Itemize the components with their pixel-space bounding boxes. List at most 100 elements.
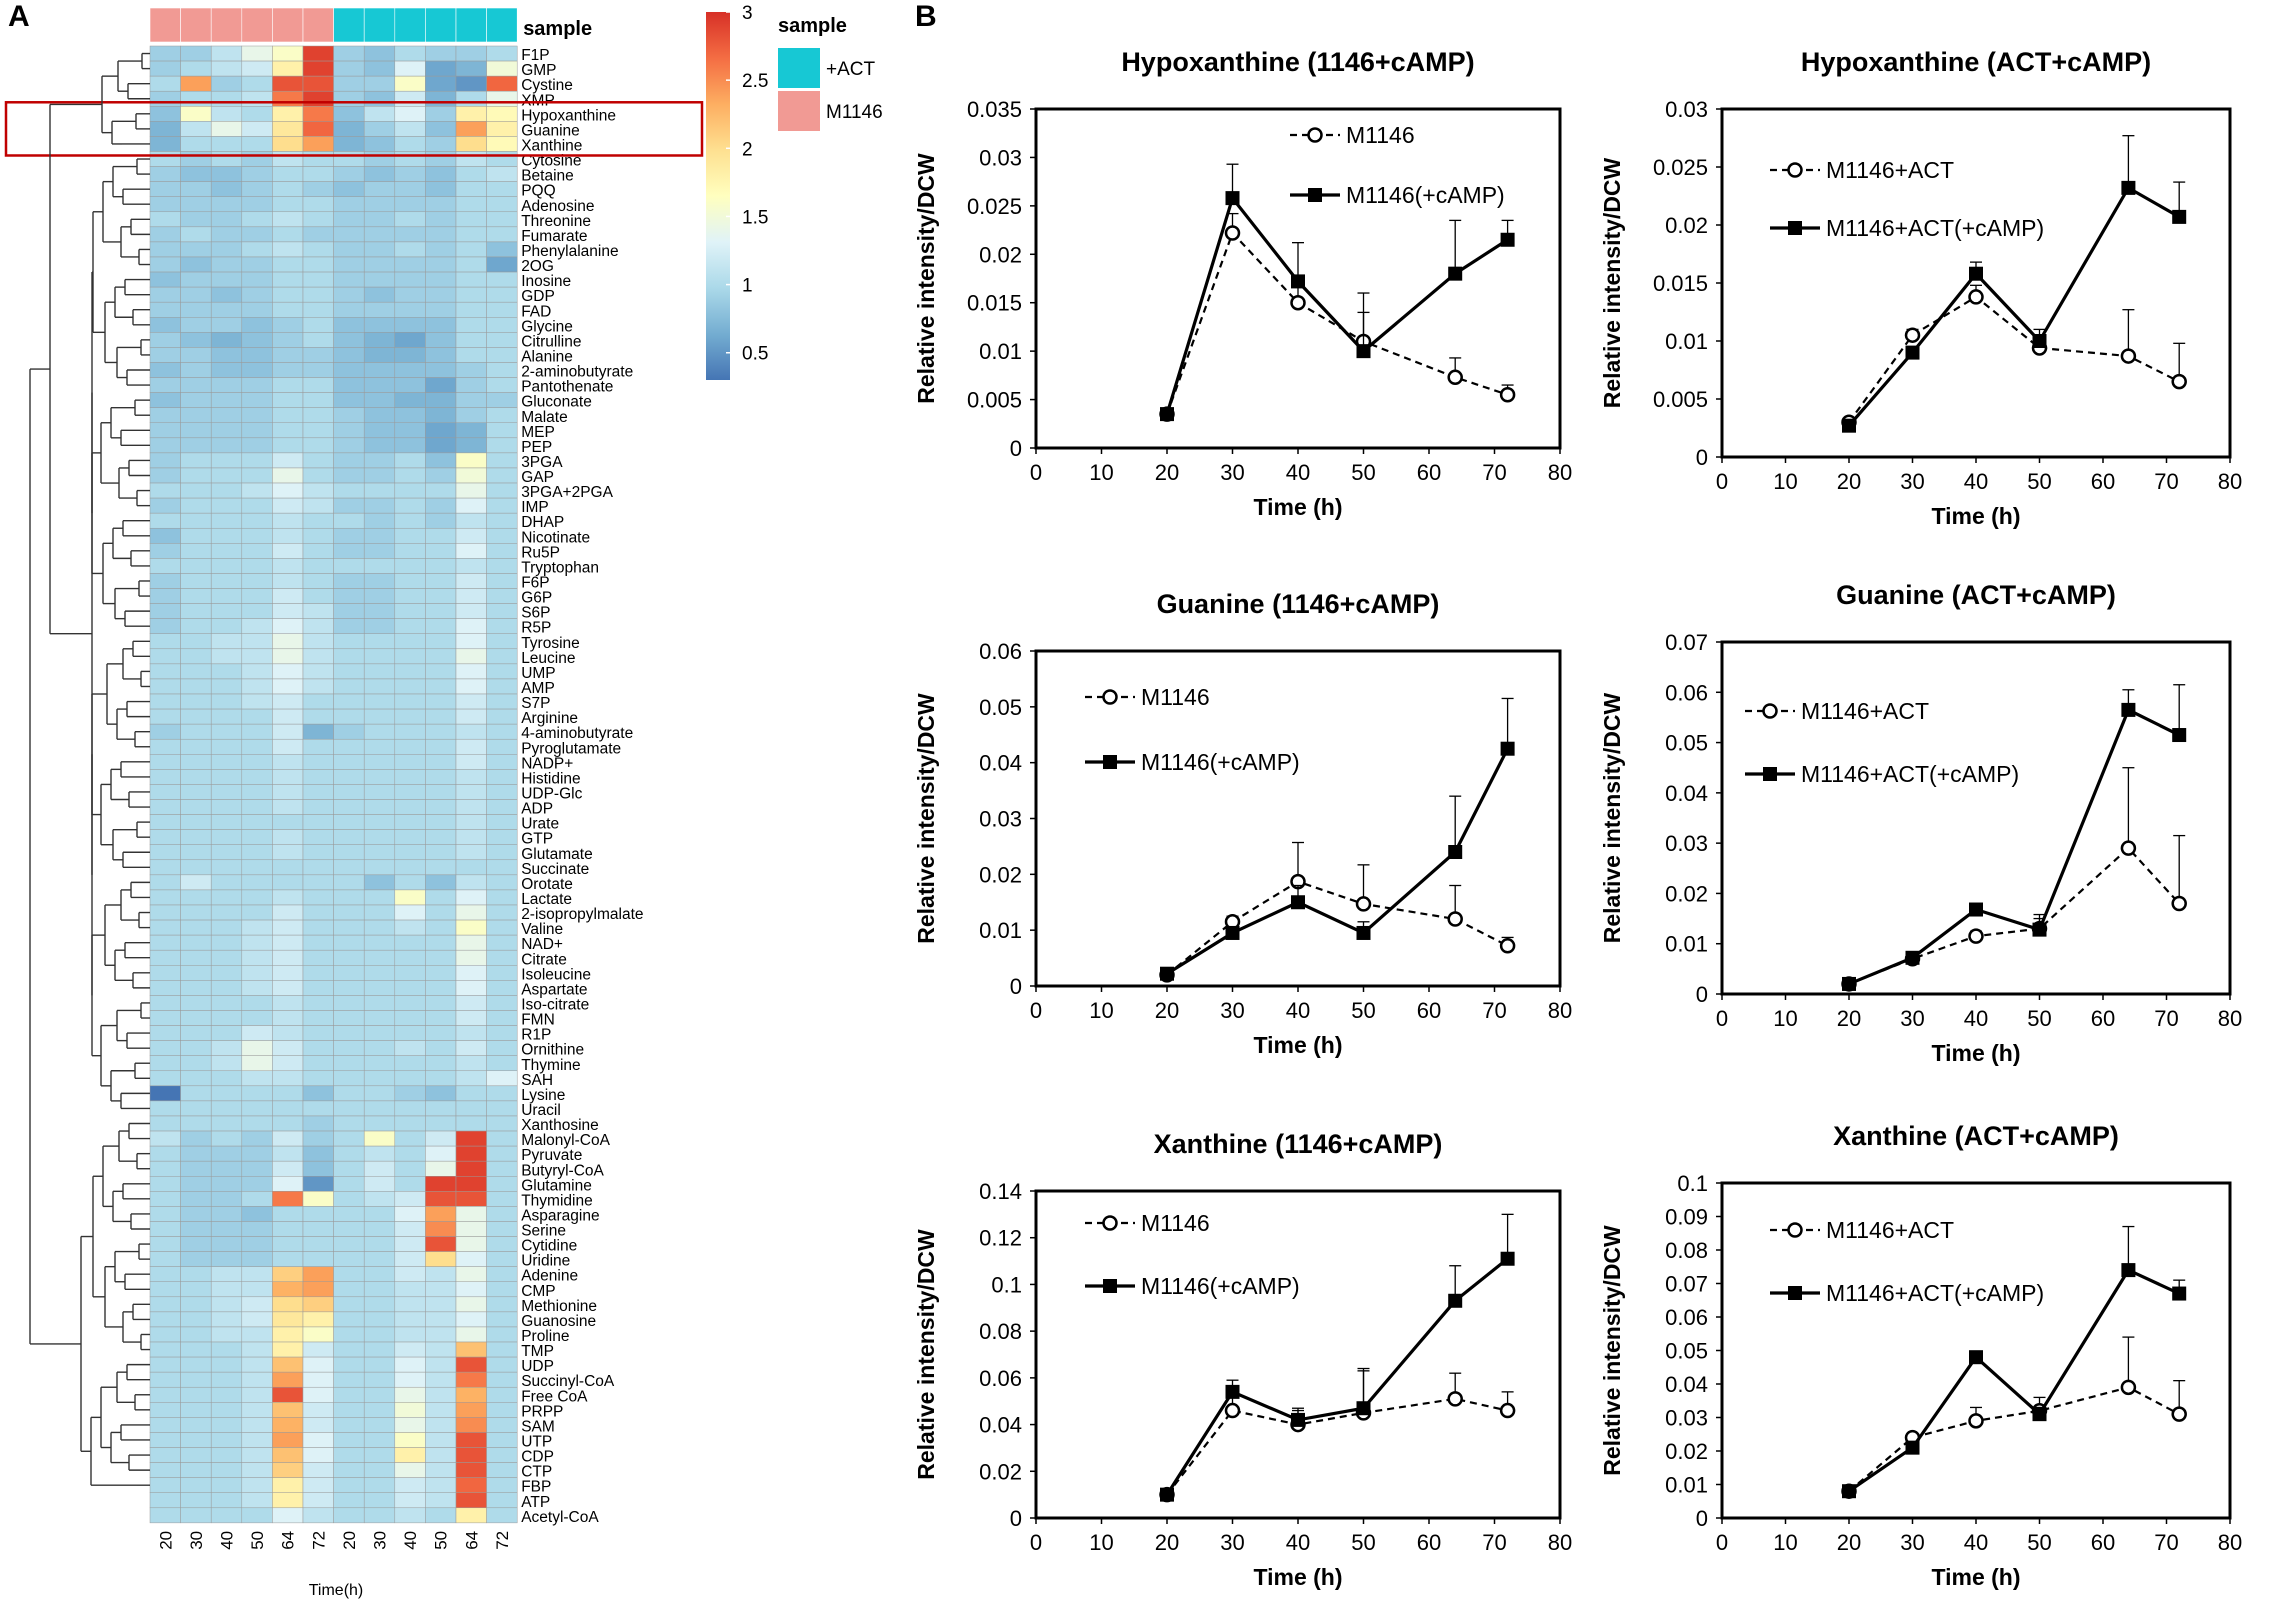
legend-label: M1146+ACT bbox=[1826, 157, 1954, 183]
x-tick-label: 30 bbox=[1900, 1530, 1924, 1555]
data-point bbox=[1905, 1440, 1920, 1455]
x-tick-label: 50 bbox=[2027, 1530, 2051, 1555]
y-tick-label: 0.03 bbox=[979, 807, 1022, 832]
heatmap-row-label: Inosine bbox=[521, 273, 571, 290]
x-tick-label: 50 bbox=[1351, 460, 1375, 485]
series-line bbox=[1848, 1386, 2180, 1493]
y-axis-label: Relative intensity/DCW bbox=[913, 693, 939, 944]
y-tick-label: 0.005 bbox=[1653, 387, 1708, 412]
heatmap-row-label: 2-aminobutyrate bbox=[521, 364, 633, 381]
x-tick-label: 10 bbox=[1773, 1006, 1797, 1031]
heatmap-row-label: Betaine bbox=[521, 168, 574, 185]
sample-annotation-cell bbox=[455, 7, 487, 43]
chart-title: Hypoxanthine (ACT+cAMP) bbox=[1801, 47, 2151, 77]
x-tick-label: 80 bbox=[2218, 469, 2242, 494]
data-point bbox=[1904, 327, 1921, 343]
x-tick-label: 30 bbox=[1220, 998, 1244, 1023]
heatmap-row-label: FAD bbox=[521, 303, 551, 320]
sample-annotation-cell bbox=[241, 7, 273, 43]
heatmap: sample F1PGMPCystineXMPHypoxanthineGuanin… bbox=[4, 3, 883, 1599]
legend-marker bbox=[1103, 1279, 1117, 1293]
legend-label: M1146(+cAMP) bbox=[1141, 749, 1300, 775]
x-tick-label: 30 bbox=[1900, 469, 1924, 494]
data-point bbox=[1448, 1293, 1463, 1308]
legend-marker bbox=[1102, 1215, 1118, 1231]
x-tick-label: 60 bbox=[2091, 1006, 2115, 1031]
heatmap-row-label: Fumarate bbox=[521, 228, 587, 245]
x-tick-label: 60 bbox=[1417, 998, 1441, 1023]
heatmap-row-label: Guanine bbox=[521, 122, 580, 139]
data-point bbox=[2120, 1379, 2137, 1396]
y-tick-label: 0.1 bbox=[991, 1272, 1022, 1297]
data-point bbox=[2171, 373, 2187, 390]
y-tick-label: 0.01 bbox=[979, 339, 1022, 364]
x-tick-label: 60 bbox=[1417, 460, 1441, 485]
y-tick-label: 0.06 bbox=[979, 1366, 1022, 1391]
heatmap-row-label: Phenylalanine bbox=[521, 243, 618, 260]
y-tick-label: 0.14 bbox=[979, 1179, 1022, 1204]
data-point bbox=[2120, 840, 2137, 856]
data-point bbox=[1499, 1402, 1516, 1419]
legend-label: M1146+ACT bbox=[1801, 698, 1929, 724]
sample-annotation-cell bbox=[149, 7, 181, 43]
x-tick-label: 0 bbox=[1716, 1006, 1728, 1031]
data-point bbox=[1224, 1402, 1241, 1419]
x-tick-label: 70 bbox=[1482, 998, 1506, 1023]
x-axis-label: Time (h) bbox=[1931, 503, 2020, 529]
x-tick-label: 40 bbox=[1964, 1530, 1988, 1555]
x-tick-label: 20 bbox=[1837, 1530, 1861, 1555]
x-tick-label: 80 bbox=[2218, 1530, 2242, 1555]
sample-annotation-cell bbox=[302, 7, 334, 43]
y-tick-label: 0.025 bbox=[1653, 155, 1708, 180]
heatmap-row-label: Alanine bbox=[521, 348, 573, 365]
y-tick-label: 0.01 bbox=[979, 918, 1022, 943]
x-tick-label: 40 bbox=[1286, 998, 1310, 1023]
legend-label: M1146(+cAMP) bbox=[1346, 182, 1505, 208]
x-tick-label: 80 bbox=[2218, 1006, 2242, 1031]
x-tick-label: 50 bbox=[1351, 1530, 1375, 1555]
x-tick-label: 80 bbox=[1548, 1530, 1572, 1555]
line-chart-3: Guanine (1146+cAMP) 0 10 20 30 40 50 60 70 80 0 0.0… bbox=[913, 589, 1572, 1058]
data-point bbox=[1969, 902, 1983, 917]
series-line bbox=[1166, 747, 1510, 976]
line-chart-1: Hypoxanthine (1146+cAMP) 0 10 20 30 40 50 60 70 8… bbox=[913, 47, 1572, 520]
data-point bbox=[1356, 344, 1371, 359]
chart-title: Hypoxanthine (1146+cAMP) bbox=[1121, 47, 1474, 77]
data-point bbox=[1448, 845, 1463, 859]
x-tick-label: 50 bbox=[2027, 1006, 2051, 1031]
y-tick-label: 0 bbox=[1696, 1506, 1708, 1531]
y-tick-label: 0.07 bbox=[1665, 630, 1708, 655]
y-tick-label: 0.1 bbox=[1677, 1171, 1708, 1196]
legend-marker bbox=[1787, 162, 1803, 178]
data-point bbox=[1905, 950, 1920, 965]
data-point bbox=[1968, 928, 1984, 944]
heatmap-row-label: PQQ bbox=[521, 183, 555, 200]
heatmap-row-label: Adenosine bbox=[521, 198, 594, 215]
line-chart-4: Guanine (ACT+cAMP) 0 10 20 30 40 50 60 70 80 0 0.01… bbox=[1599, 580, 2242, 1066]
y-tick-label: 0 bbox=[1010, 436, 1022, 461]
legend-marker bbox=[1788, 1286, 1802, 1300]
y-tick-label: 0.04 bbox=[979, 1413, 1022, 1438]
x-axis-label: Time (h) bbox=[1931, 1564, 2020, 1590]
panel-b-label: B bbox=[915, 0, 937, 33]
y-tick-label: 0.04 bbox=[1665, 1372, 1708, 1397]
y-tick-label: 0.08 bbox=[1665, 1238, 1708, 1263]
line-chart-5: Xanthine (1146+cAMP) 0 10 20 30 40 50 60 70 80 0 0.… bbox=[913, 1129, 1572, 1590]
heatmap-row-label: Xanthine bbox=[521, 137, 582, 154]
y-axis-label: Relative intensity/DCW bbox=[1599, 1225, 1625, 1476]
x-tick-label: 10 bbox=[1773, 469, 1797, 494]
x-tick-label: 70 bbox=[2154, 469, 2178, 494]
legend-label: M1146 bbox=[1346, 122, 1415, 148]
legend-label: M1146 bbox=[1141, 684, 1210, 710]
data-point bbox=[1160, 1487, 1174, 1502]
x-tick-label: 30 bbox=[1220, 1530, 1244, 1555]
x-tick-label: 30 bbox=[1220, 460, 1244, 485]
x-tick-label: 10 bbox=[1089, 998, 1113, 1023]
sample-annotation-cell bbox=[333, 7, 365, 43]
data-point bbox=[1969, 266, 1983, 281]
data-point bbox=[1500, 1251, 1515, 1266]
y-tick-label: 0.03 bbox=[979, 145, 1022, 170]
heatmap-row-label: Hypoxanthine bbox=[521, 107, 616, 124]
sample-annotation-cell bbox=[394, 7, 426, 43]
